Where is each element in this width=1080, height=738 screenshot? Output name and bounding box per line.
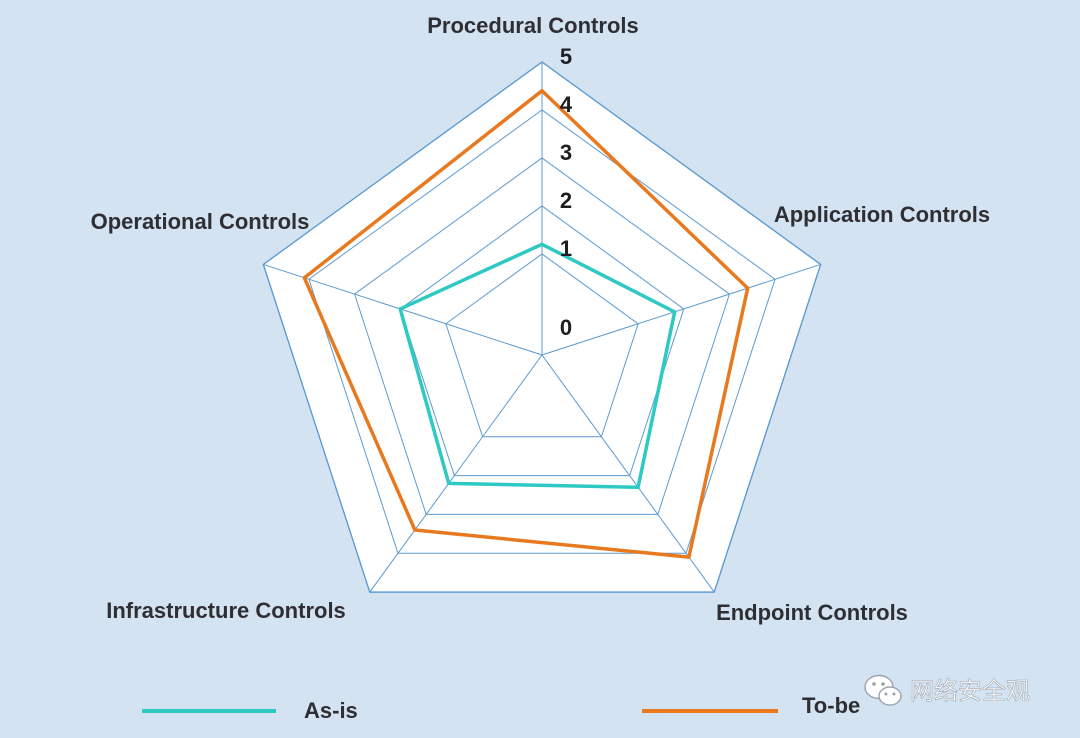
radial-ticks: 0 1 2 3 4 5 (560, 44, 573, 340)
axis-label-endpoint: Endpoint Controls (716, 600, 908, 625)
legend-label-as-is: As-is (304, 698, 358, 723)
legend: As-is To-be (142, 693, 860, 723)
spoke-1 (541, 263, 821, 356)
tick-label-2: 2 (560, 188, 572, 213)
wechat-icon (864, 674, 902, 706)
series-line-as-is (398, 242, 677, 490)
axis-label-infrastructure: Infrastructure Controls (106, 598, 346, 623)
axis-label-application: Application Controls (774, 202, 990, 227)
legend-label-to-be: To-be (802, 693, 860, 718)
series-line-to-be (302, 88, 750, 560)
grid-ring-2 (399, 205, 685, 477)
spoke-2 (541, 354, 715, 593)
spoke-3 (369, 354, 543, 593)
axis-label-procedural: Procedural Controls (427, 13, 638, 38)
tick-label-0: 0 (560, 315, 572, 340)
radar-series (302, 88, 750, 560)
tick-label-1: 1 (560, 236, 572, 261)
watermark: 网络安全观 (864, 674, 1030, 706)
tick-label-3: 3 (560, 140, 572, 165)
watermark-text: 网络安全观 (910, 677, 1030, 705)
tick-label-4: 4 (560, 92, 573, 117)
grid-ring-5 (262, 61, 822, 593)
grid-ring-1 (445, 253, 639, 438)
grid-ring-3 (353, 157, 731, 515)
tick-label-5: 5 (560, 44, 572, 69)
grid-ring-4 (308, 109, 776, 554)
axis-label-operational: Operational Controls (91, 209, 310, 234)
